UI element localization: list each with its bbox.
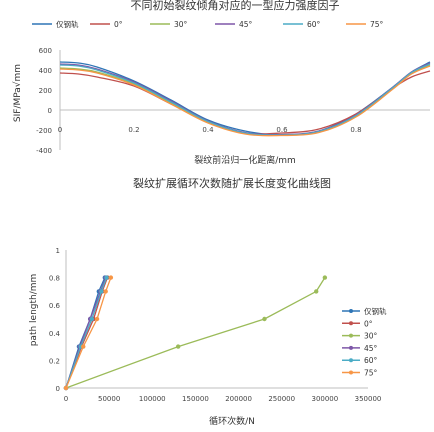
chart-2-legend-label: 75° bbox=[364, 369, 378, 378]
chart-1-x-tick-label: 0 bbox=[58, 126, 62, 134]
chart-2-title: 裂纹扩展循环次数随扩展长度变化曲线图 bbox=[133, 176, 331, 190]
chart-1-x-tick-label: 0.6 bbox=[276, 126, 288, 134]
chart-2-axes: 1 0.8 0.6 0.4 0.2 00 50000 100000 150000 200000 25… bbox=[49, 247, 382, 403]
chart-2-legend-label: 45° bbox=[364, 344, 378, 353]
chart-2-legend-label: 0° bbox=[364, 319, 373, 328]
chart-2-legend: 仅钢轨 0° 30° 45° 60° 75° bbox=[342, 306, 387, 378]
chart-1-legend-label: 仅钢轨 bbox=[56, 19, 79, 29]
chart-1-legend-label: 60° bbox=[307, 20, 321, 29]
chart-2-x-axis-label: 循环次数/N bbox=[209, 415, 255, 427]
chart-2-legend-marker bbox=[349, 370, 353, 375]
chart-2-y-tick-label: 0 bbox=[56, 385, 60, 393]
chart-1-title: 不同初始裂纹倾角对应的一型应力强度因子 bbox=[131, 0, 340, 12]
chart-1-y-axis-label: SIF/MPa√mm bbox=[12, 64, 23, 122]
chart-2-x-tick-label: 300000 bbox=[311, 395, 338, 403]
chart-2-series-line bbox=[65, 277, 108, 389]
chart-1-y-tick-label: 400 bbox=[39, 67, 52, 75]
chart-2-data-point bbox=[108, 275, 114, 280]
chart-2-series-line bbox=[65, 277, 112, 389]
chart-1-series-line bbox=[59, 61, 431, 136]
chart-2-legend-label: 60° bbox=[364, 356, 378, 365]
chart-2-legend-label: 仅钢轨 bbox=[364, 306, 387, 316]
chart-2-x-tick-label: 100000 bbox=[139, 395, 166, 403]
chart-1-legend-label: 0° bbox=[114, 20, 123, 29]
chart-2-data-point bbox=[322, 275, 328, 280]
chart-2-x-tick-label: 200000 bbox=[225, 395, 252, 403]
chart-1-y-tick-label: 600 bbox=[39, 47, 52, 55]
chart-2-y-tick-label: 0.2 bbox=[49, 357, 60, 365]
chart-1-legend-label: 45° bbox=[239, 20, 253, 29]
chart-2-data-point bbox=[89, 316, 95, 322]
chart-1-x-axis-label: 裂纹前沿归一化距离/mm bbox=[194, 154, 296, 166]
chart-1-x-tick-label: 0.8 bbox=[350, 126, 361, 134]
chart-2-data-point bbox=[94, 316, 100, 322]
chart-2-legend-marker bbox=[349, 309, 353, 313]
chart-1-y-tick-label: -400 bbox=[36, 147, 52, 155]
chart-1-axes: 600 400 200 0 -200 -400 0 0.2 0.4 0.6 0.8 bbox=[36, 47, 430, 155]
chart-2-x-tick-label: 50000 bbox=[98, 395, 120, 403]
chart-2-y-tick-label: 1 bbox=[56, 247, 60, 255]
chart-2-data-point bbox=[103, 289, 108, 294]
chart-2-path-length: 裂纹扩展循环次数随扩展长度变化曲线图 10.80.60.40.200 50000 1… bbox=[29, 176, 387, 427]
chart-1-y-tick-label: 200 bbox=[39, 87, 52, 95]
chart-2-legend-marker bbox=[349, 333, 353, 338]
chart-2-data-point bbox=[262, 316, 267, 322]
chart-1-legend: 仅钢轨 0° 30° 45° 60° 75° bbox=[32, 19, 384, 29]
chart-2-data-point bbox=[314, 289, 319, 294]
chart-2-y-tick-label: 0.4 bbox=[49, 330, 61, 338]
chart-2-x-tick-label: 0 bbox=[64, 395, 68, 403]
chart-2-data-point bbox=[99, 289, 104, 294]
chart-1-y-tick-label: -200 bbox=[36, 127, 52, 135]
chart-2-y-axis-label: path length/mm bbox=[29, 274, 39, 347]
chart-1-x-tick-label: 0.4 bbox=[202, 126, 214, 134]
chart-1-sif: 不同初始裂纹倾角对应的一型应力强度因子 仅钢轨 0° 30° 45° 60° 75° 60… bbox=[12, 0, 431, 166]
chart-2-series bbox=[63, 275, 328, 391]
chart-2-legend-marker bbox=[349, 345, 353, 350]
chart-2-x-tick-label: 350000 bbox=[355, 395, 382, 403]
chart-1-series-line bbox=[59, 63, 431, 136]
chart-1-y-tick-label: 0 bbox=[48, 107, 52, 115]
chart-2-data-point bbox=[63, 385, 69, 391]
chart-1-x-tick-label: 0.2 bbox=[128, 126, 139, 134]
chart-2-legend-marker bbox=[349, 321, 353, 326]
chart-2-data-point bbox=[81, 344, 86, 349]
chart-2-x-tick-label: 250000 bbox=[268, 395, 295, 403]
chart-1-legend-label: 75° bbox=[370, 20, 384, 29]
chart-1-series bbox=[59, 61, 431, 137]
chart-2-legend-marker bbox=[349, 358, 353, 363]
chart-2-y-tick-label: 0.8 bbox=[49, 275, 60, 283]
chart-2-y-tick-label: 0.6 bbox=[49, 302, 61, 310]
chart-2-legend-label: 30° bbox=[364, 332, 378, 341]
chart-1-series-line bbox=[59, 65, 431, 137]
chart-2-x-tick-label: 150000 bbox=[182, 395, 209, 403]
chart-2-data-point bbox=[104, 275, 109, 280]
chart-2-data-point bbox=[175, 344, 181, 349]
chart-1-legend-label: 30° bbox=[174, 20, 188, 29]
